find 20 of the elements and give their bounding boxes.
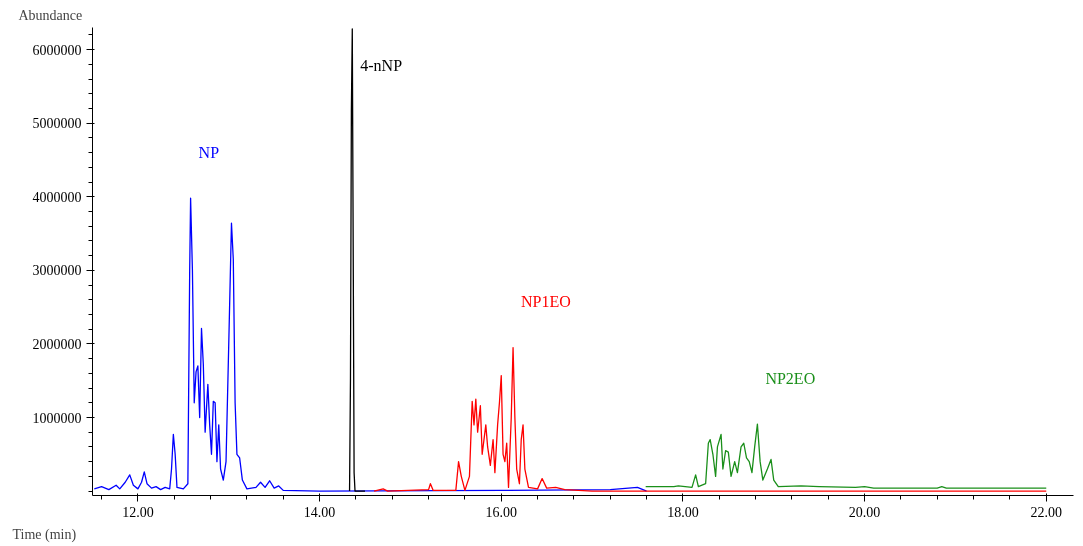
x-axis-title: Time (min) — [12, 526, 77, 543]
annotation: 4-nNP — [360, 57, 403, 75]
line-series — [373, 346, 1047, 492]
x-tick-label: 12.00 — [122, 504, 154, 520]
y-tick-label: 3000000 — [32, 263, 82, 279]
annotation: NP — [198, 143, 220, 161]
y-tick-label: 5000000 — [32, 116, 82, 132]
x-tick-label: 20.00 — [848, 504, 881, 520]
y-tick-label: 4000000 — [32, 189, 82, 205]
line-series — [645, 423, 1047, 489]
annotation: NP2EO — [765, 369, 816, 387]
y-axis-title: Abundance — [18, 7, 83, 23]
annotation: NP1EO — [521, 293, 571, 311]
y-tick-label: 2000000 — [32, 336, 82, 352]
x-tick-label: 18.00 — [667, 504, 699, 520]
x-tick-label: 22.00 — [1030, 504, 1062, 520]
x-tick-label: 14.00 — [303, 504, 336, 520]
x-tick-label: 16.00 — [485, 504, 517, 520]
y-tick-label: 6000000 — [32, 42, 82, 58]
y-tick-label: 1000000 — [32, 410, 82, 426]
